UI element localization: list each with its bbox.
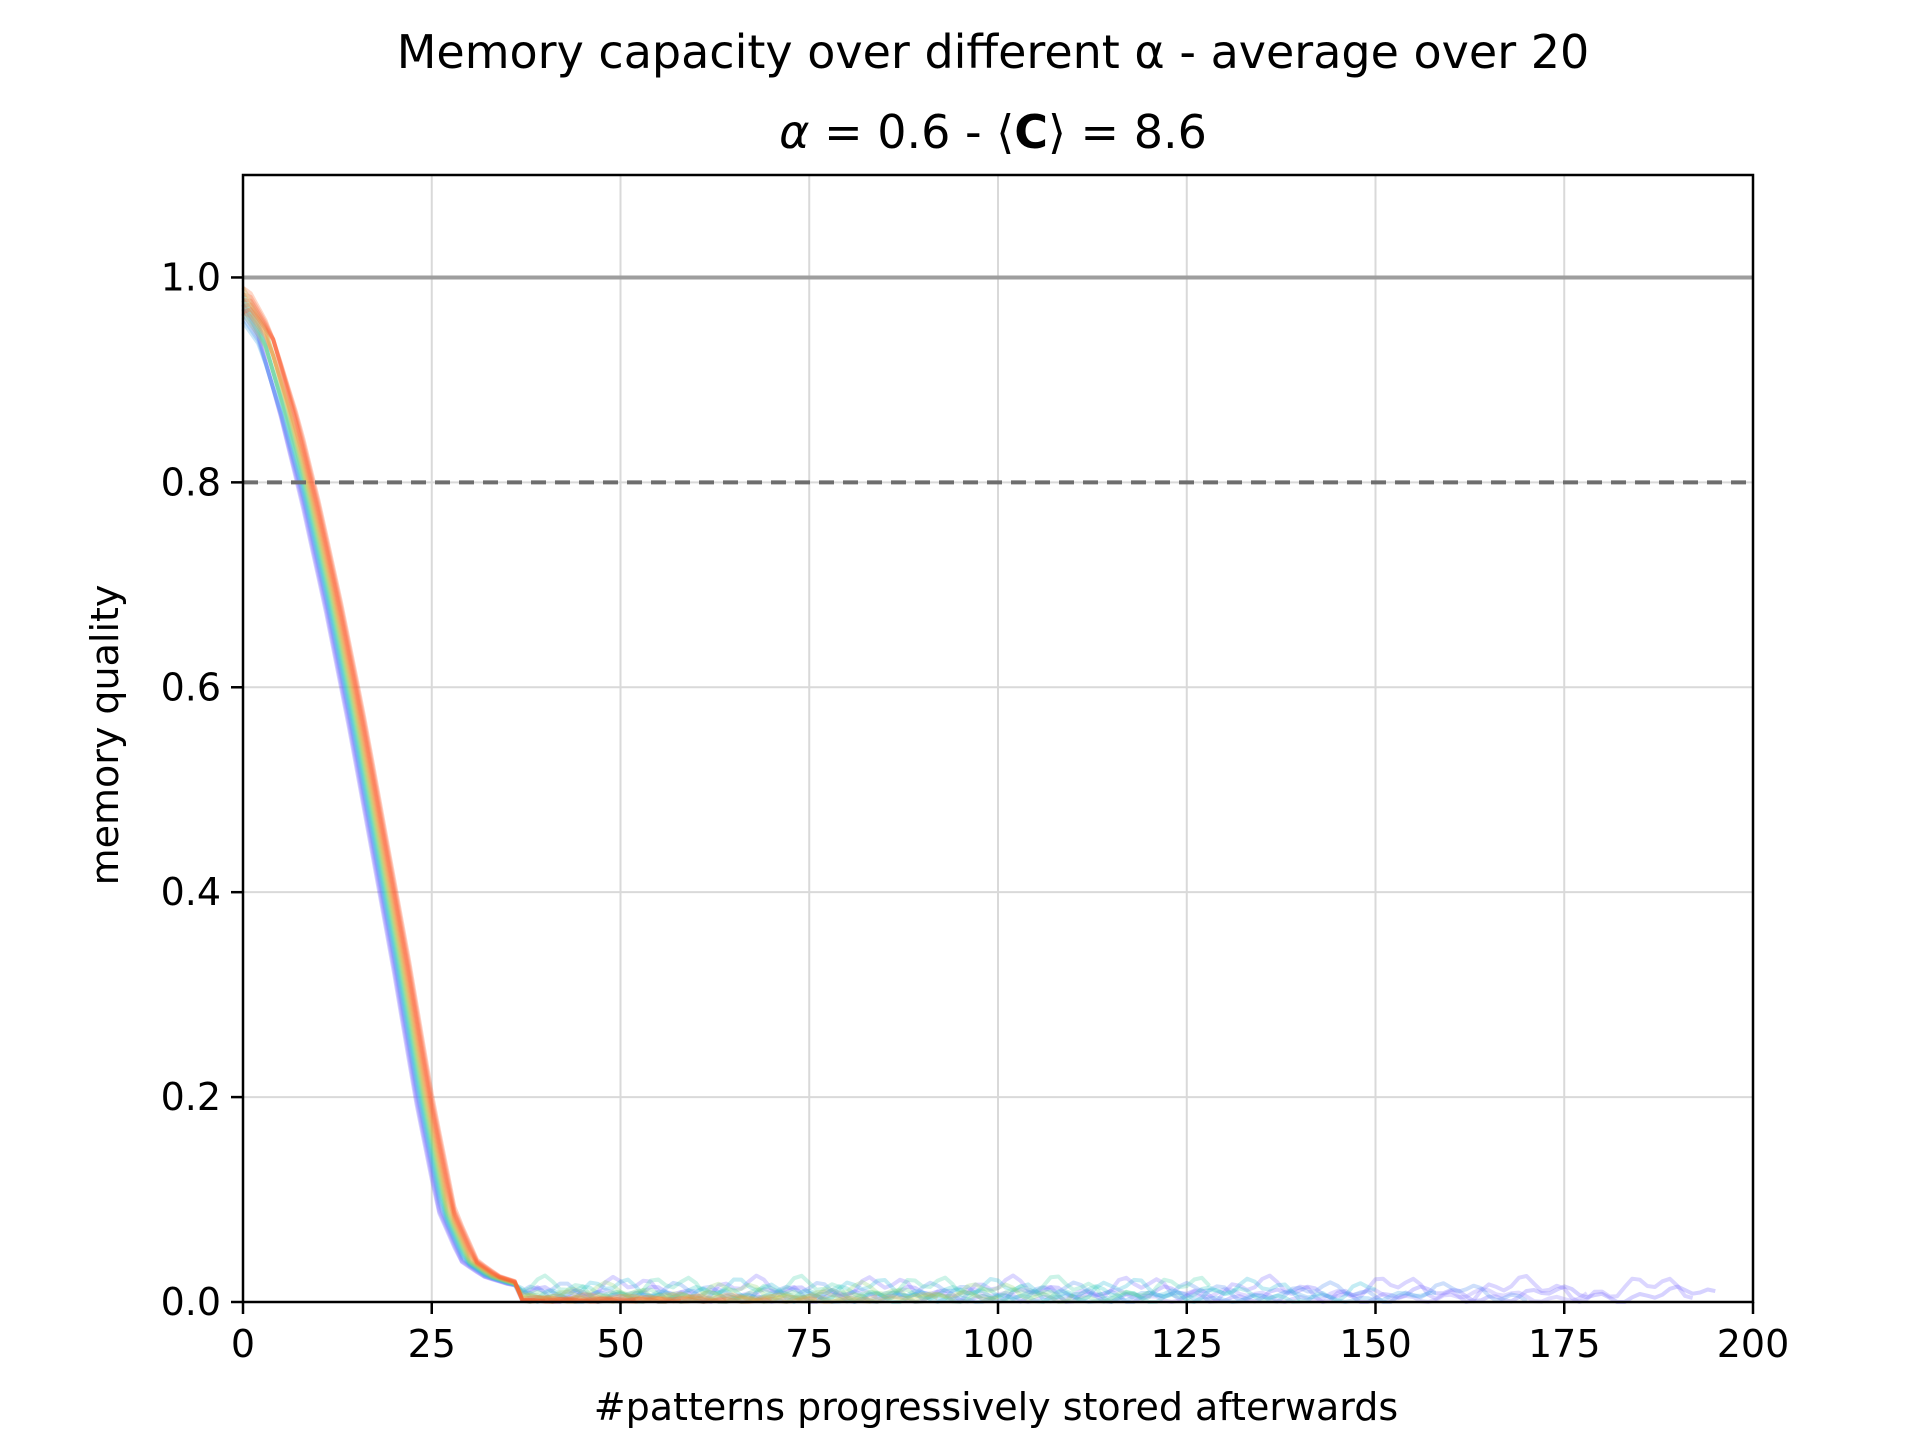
subtitle-alpha-text: = 0.6 - ⟨ xyxy=(809,105,1014,159)
subtitle-c-text: ⟩ = 8.6 xyxy=(1048,105,1207,159)
y-axis-label: memory quality xyxy=(83,585,127,886)
series-line xyxy=(241,298,878,1304)
y-tick-label: 1.0 xyxy=(161,255,221,299)
axes-layer: 0 25 50 75 100 125 150 175 200 0.0 0.2 0.4 0.6 0.8 1.0 xyxy=(161,173,1790,1366)
series-line xyxy=(241,286,727,1304)
chart-title: Memory capacity over different α - avera… xyxy=(397,25,1590,79)
x-tick-label: 200 xyxy=(1717,1322,1790,1366)
y-tick-label: 0.6 xyxy=(161,665,221,709)
y-tick-label: 0.2 xyxy=(161,1075,221,1119)
series-line xyxy=(242,310,772,1304)
series-line xyxy=(242,298,636,1304)
series-line xyxy=(242,302,591,1304)
reference-lines-layer xyxy=(243,275,1753,485)
x-tick-label: 150 xyxy=(1339,1322,1412,1366)
x-tick-label: 25 xyxy=(408,1322,456,1366)
subtitle-c-symbol: C xyxy=(1014,105,1048,159)
grid-layer xyxy=(242,175,1754,1303)
series-line xyxy=(241,303,1716,1304)
series-line xyxy=(242,291,681,1304)
series-line xyxy=(241,292,939,1304)
y-tick-label: 0.8 xyxy=(161,460,221,504)
x-tick-label: 75 xyxy=(785,1322,833,1366)
series-line xyxy=(241,320,1437,1304)
x-tick-label: 50 xyxy=(596,1322,644,1366)
x-tick-label: 125 xyxy=(1150,1322,1223,1366)
x-axis-label: #patterns progressively stored afterward… xyxy=(594,1385,1398,1429)
series-layer xyxy=(241,286,1716,1304)
series-line xyxy=(241,303,1211,1304)
x-tick-label: 0 xyxy=(231,1322,255,1366)
series-line xyxy=(241,304,818,1304)
series-line xyxy=(242,307,546,1304)
series-line xyxy=(241,316,1528,1304)
series-line xyxy=(241,307,1694,1304)
x-tick-label: 100 xyxy=(962,1322,1035,1366)
subtitle-alpha-symbol: α xyxy=(779,105,809,159)
y-tick-label: 0.0 xyxy=(161,1280,221,1324)
x-tick-label: 175 xyxy=(1528,1322,1601,1366)
y-tick-label: 0.4 xyxy=(161,870,221,914)
series-line xyxy=(241,299,1301,1304)
chart-subtitle: α = 0.6 - ⟨C⟩ = 8.6 xyxy=(779,105,1207,159)
